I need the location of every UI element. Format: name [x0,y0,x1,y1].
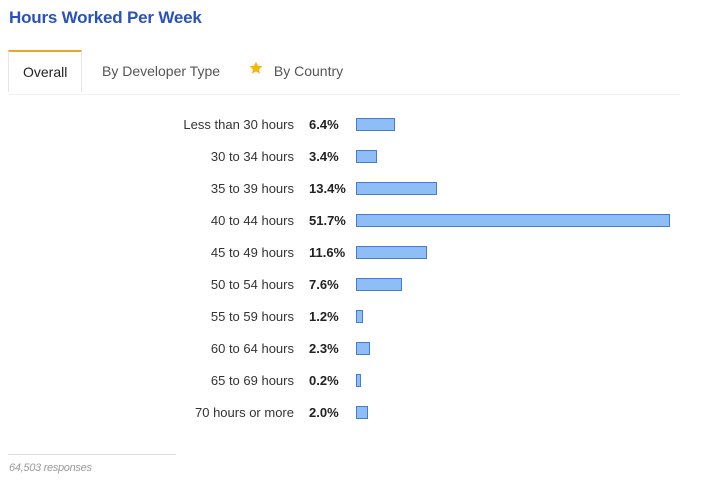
category-label: 60 to 64 hours [210,341,294,356]
bar-row: 50 to 54 hours 7.6% [0,270,707,302]
tab-overall-label: Overall [23,64,68,80]
bar-row: 30 to 34 hours 3.4% [0,142,707,174]
bar [356,118,395,131]
category-label: 50 to 54 hours [210,277,294,292]
value-label: 11.6% [309,245,346,260]
category-label: 65 to 69 hours [210,373,294,388]
category-label: 70 hours or more [195,405,294,420]
footer-divider [8,454,176,455]
bar-row: 65 to 69 hours 0.2% [0,366,707,398]
category-label: 45 to 49 hours [210,245,294,260]
value-label: 13.4% [309,181,346,196]
bar-row: 45 to 49 hours 11.6% [0,238,707,270]
category-label: 55 to 59 hours [210,309,294,324]
value-label: 6.4% [309,117,339,132]
tab-by-developer-type-label: By Developer Type [102,63,221,79]
category-label: 35 to 39 hours [210,181,294,196]
bar-row: 35 to 39 hours 13.4% [0,174,707,206]
bar-row: 40 to 44 hours 51.7% [0,206,707,238]
bar-row: Less than 30 hours 6.4% [0,110,707,142]
bar-row: 55 to 59 hours 1.2% [0,302,707,334]
category-label: 40 to 44 hours [210,213,294,228]
bar [356,278,403,291]
value-label: 1.2% [309,309,339,324]
category-label: Less than 30 hours [183,117,294,132]
chart-title: Hours Worked Per Week [9,8,202,27]
star-icon [248,50,264,92]
response-count: 64,503 responses [9,462,92,474]
bar [356,374,361,387]
value-label: 51.7% [309,213,346,228]
category-label: 30 to 34 hours [210,149,294,164]
tab-overall[interactable]: Overall [8,50,83,92]
bar [356,342,370,355]
value-label: 7.6% [309,277,339,292]
bar [356,214,670,227]
bar [356,310,364,323]
bar [356,246,427,259]
value-label: 0.2% [309,373,339,388]
bar [356,150,377,163]
tab-by-developer-type[interactable]: By Developer Type [102,50,220,92]
value-label: 3.4% [309,149,339,164]
tab-by-country[interactable]: By Country [248,50,343,92]
bar-row: 70 hours or more 2.0% [0,398,707,430]
bar [356,406,369,419]
bar-chart: Less than 30 hours 6.4% 30 to 34 hours 3.4%… [0,110,707,440]
bar [356,182,438,195]
value-label: 2.3% [309,341,339,356]
tab-bar: Overall By Developer Type By Country [8,50,680,95]
value-label: 2.0% [309,405,339,420]
tab-by-country-label: By Country [273,63,344,79]
bar-row: 60 to 64 hours 2.3% [0,334,707,366]
